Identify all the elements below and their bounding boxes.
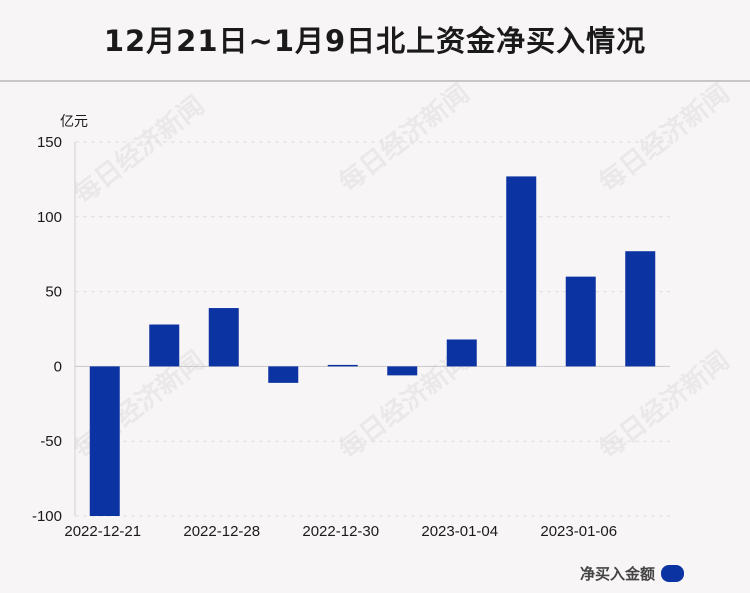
bar (387, 366, 417, 375)
x-tick-label: 2022-12-30 (302, 523, 379, 540)
y-tick-label: 50 (45, 284, 62, 301)
y-tick-label: -100 (32, 508, 62, 525)
bar (90, 366, 120, 516)
bar (447, 339, 477, 366)
y-tick-label: 100 (37, 209, 62, 226)
y-tick-labels: 150 100 50 0 -50 -100 (32, 134, 62, 525)
bar (625, 251, 655, 366)
bars (90, 176, 656, 516)
x-tick-label: 2022-12-21 (64, 523, 141, 540)
x-tick-label: 2023-01-06 (540, 523, 617, 540)
x-tick-labels: 2022-12-21 2022-12-28 2022-12-30 2023-01-04… (64, 523, 617, 540)
y-tick-label: 150 (37, 134, 62, 151)
y-tick-label: -50 (40, 433, 62, 450)
legend-label: 净买入金额 (580, 563, 655, 584)
bar (268, 366, 298, 382)
x-tick-label: 2023-01-04 (421, 523, 498, 540)
bar (506, 176, 536, 366)
x-tick-label: 2022-12-28 (183, 523, 260, 540)
bar (209, 308, 239, 366)
y-tick-label: 0 (54, 358, 62, 375)
bar (328, 365, 358, 366)
bar (149, 325, 179, 367)
bar (566, 277, 596, 367)
legend: 净买入金额 (580, 563, 684, 584)
legend-swatch (661, 565, 684, 582)
